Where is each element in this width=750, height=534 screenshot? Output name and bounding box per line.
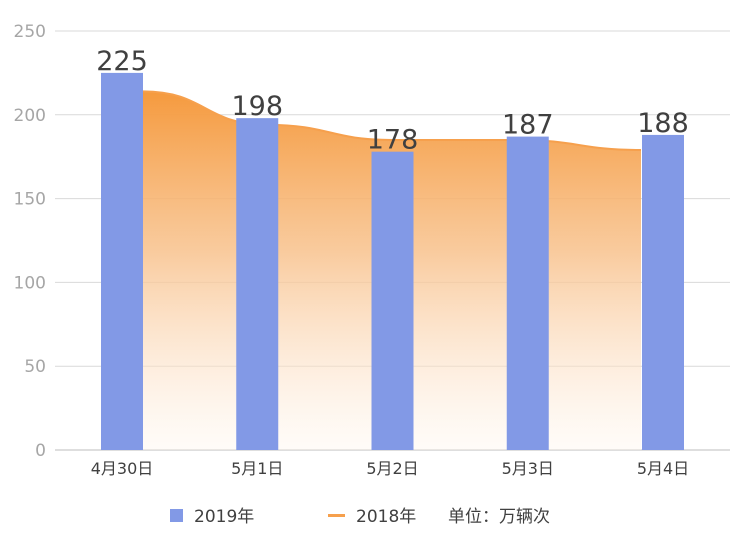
y-tick-label: 100 <box>14 273 46 293</box>
bar-data-label: 225 <box>96 46 148 77</box>
y-tick-label: 50 <box>24 357 46 377</box>
x-tick-label: 5月4日 <box>637 459 689 478</box>
y-tick-label: 250 <box>14 22 46 42</box>
legend: 2019年 2018年 单位：万辆次 <box>170 507 550 527</box>
legend-swatch-2019 <box>170 509 183 522</box>
x-tick-label: 4月30日 <box>91 459 154 478</box>
legend-swatch-2018 <box>328 514 345 517</box>
legend-label-2018: 2018年 <box>356 507 416 527</box>
bar-2019 <box>507 137 549 450</box>
bar-2019 <box>642 135 684 450</box>
x-tick-label: 5月3日 <box>502 459 554 478</box>
bar-data-label: 198 <box>231 91 283 122</box>
bar-2019 <box>372 152 414 450</box>
x-tick-label: 5月2日 <box>366 459 418 478</box>
bar-data-label: 187 <box>502 110 554 141</box>
bar-2019 <box>101 73 143 450</box>
legend-label-2019: 2019年 <box>194 507 254 527</box>
x-tick-label: 5月1日 <box>231 459 283 478</box>
bar-2019 <box>236 118 278 450</box>
y-tick-label: 0 <box>35 441 46 461</box>
y-tick-label: 200 <box>14 106 46 126</box>
unit-note: 单位：万辆次 <box>448 507 550 527</box>
bar-data-label: 178 <box>367 125 419 156</box>
y-tick-label: 150 <box>14 190 46 210</box>
bar-data-label: 188 <box>637 108 689 139</box>
